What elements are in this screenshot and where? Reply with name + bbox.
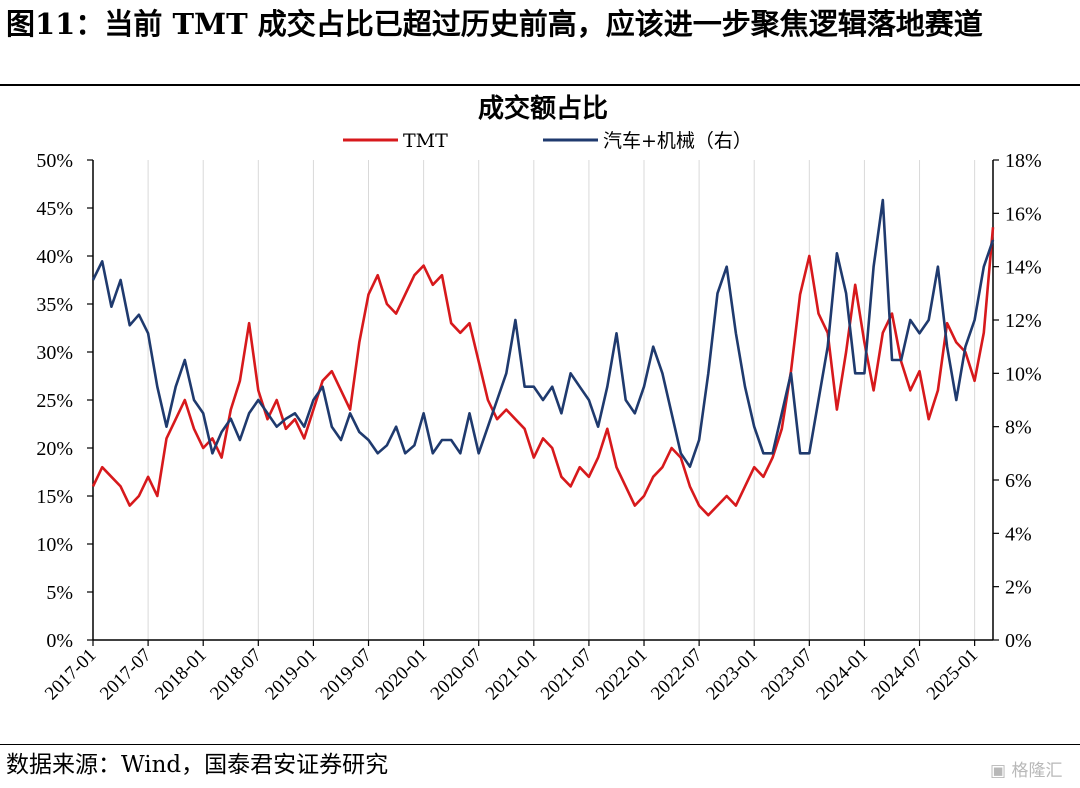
left-y-tick-label-2: 10% [36, 534, 73, 556]
x-tick-label-2025-01: 2025-01 [923, 645, 983, 705]
left-y-tick-label-9: 45% [36, 198, 73, 220]
x-tick-label-2021-01: 2021-01 [482, 645, 542, 705]
watermark-text: 格隆汇 [1011, 761, 1063, 781]
right-y-tick-label-0: 0% [1005, 630, 1032, 652]
right-y-tick-label-3: 6% [1005, 470, 1032, 492]
left-y-tick-label-1: 5% [46, 582, 73, 604]
right-y-tick-label-2: 4% [1005, 523, 1032, 545]
left-y-tick-label-5: 25% [36, 390, 73, 412]
x-tick-label-2020-01: 2020-01 [372, 645, 432, 705]
left-y-tick-labels: 0% 5% 10% 15% 20% 25% 30% 35% 40% 45% 50% [36, 150, 93, 652]
left-y-tick-label-10: 50% [36, 150, 73, 172]
x-tick-label-2022-01: 2022-01 [592, 645, 652, 705]
right-y-tick-label-5: 10% [1005, 363, 1042, 385]
right-y-tick-label-6: 12% [1005, 310, 1042, 332]
gridlines [92, 160, 976, 646]
legend-label-auto-machinery: 汽车+机械（右） [603, 130, 752, 152]
left-y-tick-label-4: 20% [36, 438, 73, 460]
x-tick-label-2022-07: 2022-07 [647, 645, 707, 705]
right-y-tick-label-4: 8% [1005, 417, 1032, 439]
left-y-tick-label-7: 35% [36, 294, 73, 316]
legend-label-tmt: TMT [403, 130, 448, 152]
chart-title: 成交额占比 [478, 93, 608, 124]
x-tick-label-2018-07: 2018-07 [206, 645, 266, 705]
right-y-tick-label-1: 2% [1005, 577, 1032, 599]
watermark-logo: ▣ 格隆汇 [990, 761, 1063, 781]
x-tick-label-2020-07: 2020-07 [427, 645, 487, 705]
source-divider [0, 744, 1080, 745]
x-tick-label-2024-07: 2024-07 [867, 645, 927, 705]
left-y-tick-label-8: 40% [36, 246, 73, 268]
series-line-auto-machinery [91, 198, 995, 469]
left-y-tick-label-3: 15% [36, 486, 73, 508]
x-tick-label-2017-07: 2017-07 [96, 645, 156, 705]
right-y-tick-labels: 0% 2% 4% 6% 8% 10% 12% 14% 16% 18% [993, 150, 1042, 652]
legend: TMT 汽车+机械（右） [343, 130, 752, 152]
x-tick-label-2021-07: 2021-07 [537, 645, 597, 705]
x-tick-label-2023-07: 2023-07 [757, 645, 817, 705]
title-divider [0, 84, 1080, 86]
right-y-tick-label-7: 14% [1005, 257, 1042, 279]
series-line-tmt [91, 227, 995, 517]
source-note: 数据来源：Wind，国泰君安证券研究 [6, 752, 389, 778]
x-tick-label-2019-07: 2019-07 [316, 645, 376, 705]
x-tick-label-2023-01: 2023-01 [702, 645, 762, 705]
x-tick-label-2024-01: 2024-01 [812, 645, 872, 705]
x-tick-label-2019-01: 2019-01 [261, 645, 321, 705]
x-tick-label-2018-01: 2018-01 [151, 645, 211, 705]
x-tick-label-2017-01: 2017-01 [41, 645, 101, 705]
x-tick-labels: 2017-012017-072018-012018-072019-012019-… [41, 645, 982, 705]
right-y-tick-label-8: 16% [1005, 203, 1042, 225]
left-y-tick-label-6: 30% [36, 342, 73, 364]
right-y-tick-label-9: 18% [1005, 150, 1042, 172]
series-lines [91, 198, 995, 517]
left-y-tick-label-0: 0% [46, 630, 73, 652]
figure-title: 图11：当前 TMT 成交占比已超过历史前高，应该进一步聚焦逻辑落地赛道 [6, 7, 983, 41]
chart: 0% 5% 10% 15% 20% 25% 30% 35% 40% 45% 50% 0% 2% 4% 6%… [36, 93, 1042, 705]
